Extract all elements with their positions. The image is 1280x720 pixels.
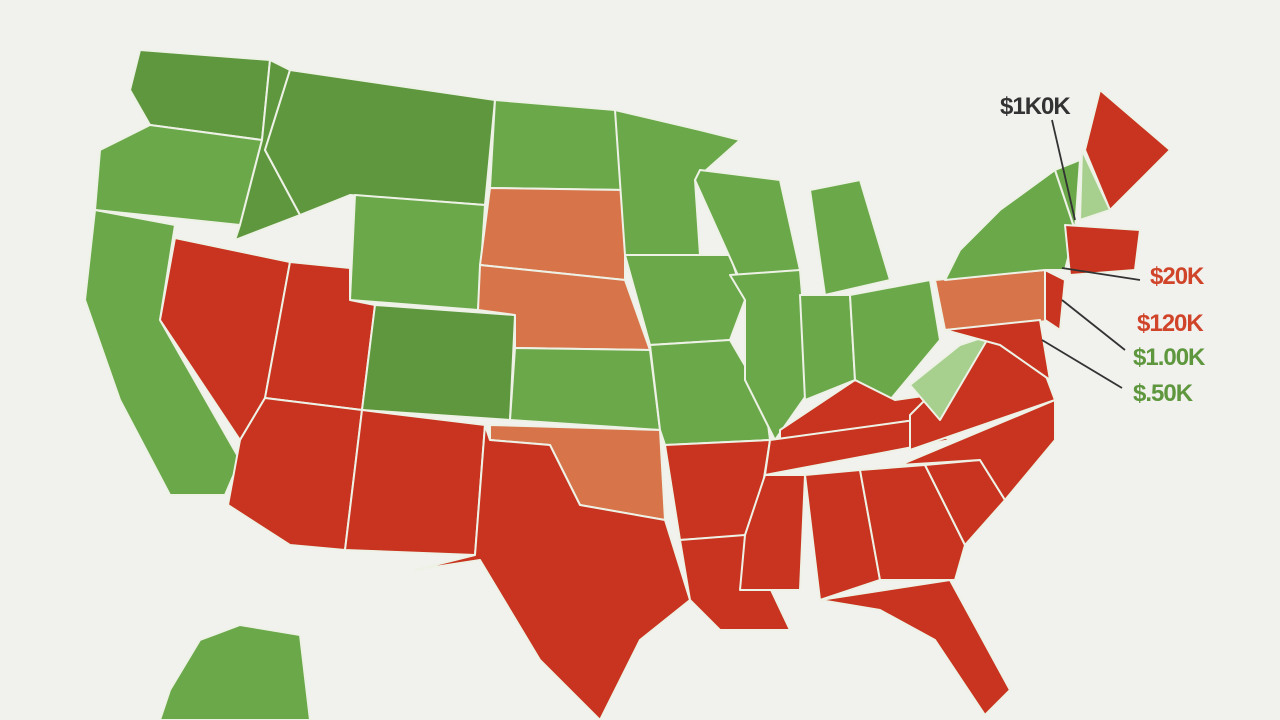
state <box>1064 224 1141 276</box>
map-label: $1.00K <box>1133 344 1206 371</box>
state <box>344 409 486 556</box>
state <box>414 424 691 720</box>
state <box>84 209 241 496</box>
map-label: $20K <box>1150 263 1205 290</box>
leader-line <box>1051 119 1076 221</box>
state <box>849 279 941 401</box>
state <box>899 399 1056 501</box>
leader-lines <box>1041 119 1141 389</box>
state <box>624 254 746 346</box>
state <box>799 294 856 401</box>
leader-line <box>1041 339 1123 389</box>
state <box>819 579 1011 716</box>
states <box>84 49 1171 720</box>
state <box>509 347 661 431</box>
leader-line <box>1061 299 1126 351</box>
state <box>479 187 626 281</box>
state <box>349 194 486 311</box>
state <box>159 624 311 720</box>
state <box>1079 149 1111 221</box>
state <box>944 319 1051 381</box>
state <box>739 474 806 591</box>
state <box>1084 89 1171 211</box>
map-label: $120K <box>1137 310 1204 337</box>
state <box>94 124 263 226</box>
leader-line <box>1061 267 1141 281</box>
state <box>764 419 951 476</box>
state <box>489 99 626 191</box>
state <box>361 304 516 421</box>
state <box>1044 269 1066 331</box>
map-label: $1K0K <box>1000 93 1071 120</box>
map-label: $.50K <box>1133 380 1194 407</box>
state <box>809 179 891 296</box>
state <box>679 534 791 631</box>
